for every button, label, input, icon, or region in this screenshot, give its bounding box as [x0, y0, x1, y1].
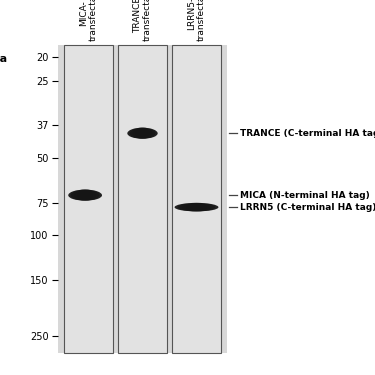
Ellipse shape	[187, 203, 206, 211]
Text: MICA (N-terminal HA tag): MICA (N-terminal HA tag)	[240, 191, 370, 200]
Ellipse shape	[133, 128, 152, 139]
Text: TRANCE (C-terminal HA tag): TRANCE (C-terminal HA tag)	[240, 129, 375, 138]
Ellipse shape	[68, 190, 102, 201]
Bar	[118, 45, 167, 352]
Ellipse shape	[178, 203, 215, 211]
Text: kDa: kDa	[0, 54, 8, 64]
Ellipse shape	[130, 128, 155, 139]
Ellipse shape	[182, 203, 211, 211]
Text: MICA-
transfectant: MICA- transfectant	[79, 0, 98, 41]
Ellipse shape	[78, 190, 93, 201]
Ellipse shape	[174, 203, 218, 211]
Bar	[64, 45, 113, 352]
Ellipse shape	[74, 190, 96, 201]
Ellipse shape	[127, 128, 158, 139]
Text: TRANCE-
transfectant: TRANCE- transfectant	[133, 0, 152, 41]
Ellipse shape	[136, 128, 149, 139]
Ellipse shape	[71, 190, 99, 201]
Text: LRRN5-
transfectant: LRRN5- transfectant	[187, 0, 206, 41]
Text: LRRN5 (C-terminal HA tag): LRRN5 (C-terminal HA tag)	[240, 203, 375, 212]
Bar	[172, 45, 221, 352]
